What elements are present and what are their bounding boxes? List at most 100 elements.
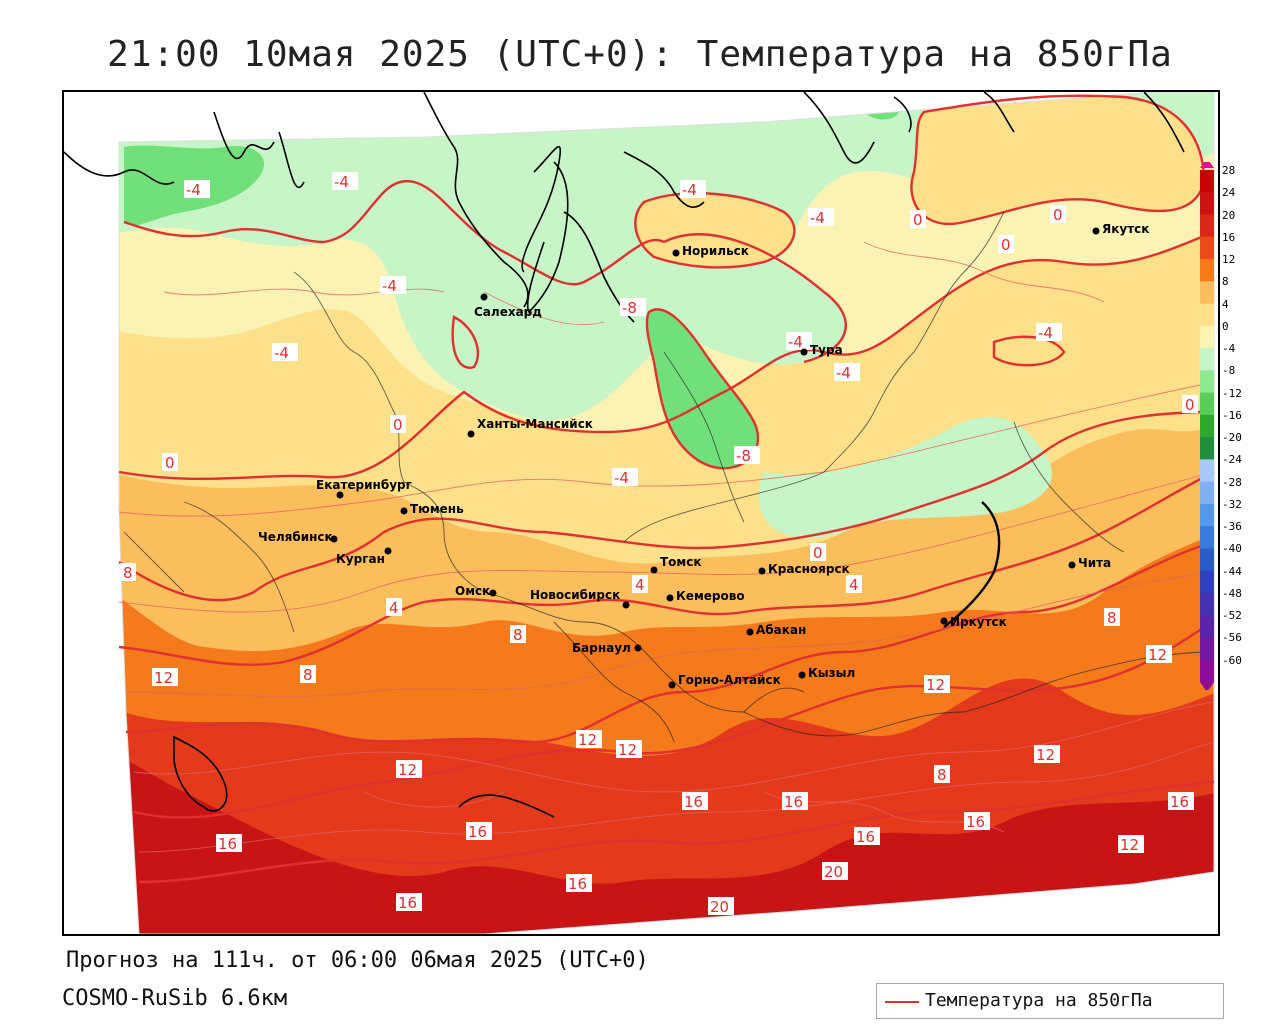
- contour-label: 8: [510, 625, 526, 644]
- contour-label: -8: [620, 298, 646, 317]
- svg-text:4: 4: [635, 576, 645, 594]
- svg-text:Омск: Омск: [455, 584, 490, 598]
- svg-text:16: 16: [468, 823, 487, 841]
- svg-text:Горно-Алтайск: Горно-Алтайск: [678, 673, 781, 687]
- svg-text:12: 12: [1120, 836, 1139, 854]
- scale-tick-label: 24: [1222, 186, 1236, 200]
- city-khanty-mansiysk[interactable]: Ханты-Мансийск: [467, 417, 593, 438]
- contour-label: 4: [846, 575, 862, 594]
- city-norilsk[interactable]: Норильск: [672, 244, 749, 258]
- city-barnaul[interactable]: Барнаул: [572, 641, 642, 655]
- scale-cell: [1200, 348, 1214, 371]
- map-area[interactable]: -4 -4 -4 -4 -4 -4 -4 -4 -4 -4 -8 -8 0 0 …: [62, 90, 1220, 936]
- city-salekhard[interactable]: Салехард: [474, 293, 542, 320]
- scale-cell: [1200, 325, 1214, 349]
- contour-label: 16: [396, 893, 422, 912]
- contour-label: 4: [386, 598, 402, 617]
- contour-label: 16: [216, 834, 242, 853]
- map-title: 21:00 10мая 2025 (UTC+0): Температура на…: [107, 34, 1173, 75]
- contour-label: 8: [934, 765, 950, 784]
- svg-text:12: 12: [1148, 646, 1167, 664]
- svg-text:Екатеринбург: Екатеринбург: [316, 478, 412, 492]
- scale-cell: [1200, 526, 1214, 549]
- svg-text:Кемерово: Кемерово: [676, 589, 745, 603]
- contour-label: 8: [1104, 608, 1120, 627]
- svg-text:12: 12: [154, 669, 173, 687]
- svg-text:Тюмень: Тюмень: [410, 502, 464, 516]
- svg-text:0: 0: [1001, 236, 1011, 254]
- svg-text:Норильск: Норильск: [682, 244, 749, 258]
- svg-text:12: 12: [926, 676, 945, 694]
- svg-text:Томск: Томск: [660, 555, 702, 569]
- city-kyzyl[interactable]: Кызыл: [798, 666, 856, 680]
- svg-text:Тура: Тура: [810, 343, 843, 357]
- city-yekaterinburg[interactable]: Екатеринбург: [316, 478, 412, 499]
- scale-tick-label: -32: [1222, 497, 1242, 511]
- scale-cell: [1200, 281, 1214, 305]
- city-tomsk[interactable]: Томск: [650, 555, 702, 574]
- scale-tick-label: -8: [1222, 364, 1236, 378]
- temperature-map: -4 -4 -4 -4 -4 -4 -4 -4 -4 -4 -8 -8 0 0 …: [64, 92, 1218, 934]
- city-kemerovo[interactable]: Кемерово: [666, 589, 745, 603]
- svg-text:20: 20: [710, 898, 729, 916]
- model-info: COSMO-RuSib 6.6км: [62, 986, 288, 1011]
- contour-label: -4: [272, 343, 298, 362]
- scale-tick-label: -24: [1222, 453, 1242, 467]
- contour-label: 0: [162, 453, 178, 472]
- svg-text:-4: -4: [810, 209, 825, 227]
- scale-tick-label: -52: [1222, 609, 1242, 623]
- contour-label: 0: [998, 235, 1014, 254]
- contour-label: 16: [1168, 792, 1194, 811]
- contour-label: 12: [924, 675, 950, 694]
- city-tyumen[interactable]: Тюмень: [400, 502, 465, 516]
- scale-cell: [1200, 570, 1214, 594]
- svg-text:12: 12: [398, 761, 417, 779]
- contour-label: -4: [612, 468, 638, 487]
- city-chelyabinsk[interactable]: Челябинск: [258, 530, 338, 544]
- contour-label: 0: [910, 210, 926, 229]
- svg-text:Новосибирск: Новосибирск: [530, 588, 620, 602]
- svg-text:0: 0: [1053, 206, 1063, 224]
- svg-text:12: 12: [578, 731, 597, 749]
- legend-box: Температура на 850гПа: [876, 983, 1224, 1019]
- city-yakutsk[interactable]: Якутск: [1092, 222, 1150, 236]
- city-abakan[interactable]: Абакан: [746, 623, 807, 637]
- svg-text:16: 16: [966, 813, 985, 831]
- scale-cell: [1200, 414, 1214, 438]
- svg-text:16: 16: [398, 894, 417, 912]
- svg-text:16: 16: [784, 793, 803, 811]
- svg-text:20: 20: [824, 863, 843, 881]
- scale-tick-label: 16: [1222, 230, 1236, 244]
- scale-tick-label: -36: [1222, 520, 1242, 534]
- scale-tick-label: -12: [1222, 386, 1242, 400]
- city-krasnoyarsk[interactable]: Красноярск: [758, 562, 850, 576]
- city-novosibirsk[interactable]: Новосибирск: [530, 588, 630, 609]
- svg-text:4: 4: [849, 576, 859, 594]
- scale-cell: [1200, 481, 1214, 505]
- svg-text:0: 0: [813, 544, 823, 562]
- svg-text:-8: -8: [736, 447, 751, 465]
- contour-label: 12: [1034, 745, 1060, 764]
- city-kurgan[interactable]: Курган: [336, 547, 392, 567]
- svg-text:12: 12: [1036, 746, 1055, 764]
- scale-cell: [1200, 303, 1214, 327]
- svg-text:-4: -4: [836, 364, 851, 382]
- scale-tick-label: -44: [1222, 564, 1242, 578]
- city-gorno-altaysk[interactable]: Горно-Алтайск: [668, 673, 781, 689]
- svg-text:Абакан: Абакан: [756, 623, 806, 637]
- contour-label: 8: [120, 563, 136, 582]
- scale-tick-label: -48: [1222, 586, 1242, 600]
- svg-text:Чита: Чита: [1078, 556, 1111, 570]
- city-chita[interactable]: Чита: [1068, 556, 1112, 570]
- legend-label: Температура на 850гПа: [925, 990, 1153, 1011]
- scale-tick-label: 0: [1222, 319, 1229, 333]
- city-tura[interactable]: Тура: [800, 343, 843, 357]
- scale-tick-label: -28: [1222, 475, 1242, 489]
- svg-text:16: 16: [1170, 793, 1189, 811]
- city-irkutsk[interactable]: Иркутск: [940, 615, 1007, 629]
- scale-tick-label: 12: [1222, 253, 1236, 267]
- contour-label: -4: [808, 208, 834, 227]
- city-omsk[interactable]: Омск: [455, 584, 497, 598]
- band-yellow-norilsk: [635, 193, 795, 268]
- legend-line-swatch: [885, 1001, 919, 1003]
